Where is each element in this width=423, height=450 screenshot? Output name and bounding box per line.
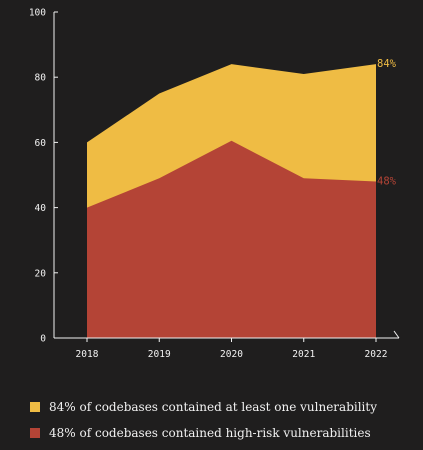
y-tick-label: 80 [35,73,47,84]
x-tick-label: 2022 [365,349,388,360]
x-tick-label: 2018 [76,349,99,360]
end-label-high-risk-vulnerabilities: 48% [377,176,397,188]
y-tick-label: 0 [40,334,46,345]
y-tick-label: 20 [35,268,47,279]
legend-swatch-red [30,428,40,438]
legend-label-at-least-one-vulnerability: 84% of codebases contained at least one … [49,400,377,414]
area-series-high-risk-vulnerabilities [87,140,376,338]
legend-swatch-yellow [30,402,40,412]
x-tick-label: 2021 [292,349,315,360]
legend-item-high-risk-vulnerabilities: 48% of codebases contained high-risk vul… [30,426,371,440]
x-tick-label: 2019 [148,349,171,360]
y-tick-label: 100 [29,8,46,19]
x-tick-label: 2020 [220,349,243,360]
y-tick-label: 60 [35,138,47,149]
x-axis-end-mark [393,330,400,339]
legend-item-at-least-one-vulnerability: 84% of codebases contained at least one … [30,400,377,414]
legend-label-high-risk-vulnerabilities: 48% of codebases contained high-risk vul… [49,426,371,440]
end-label-at-least-one-vulnerability: 84% [377,58,397,70]
y-tick-label: 40 [35,203,47,214]
